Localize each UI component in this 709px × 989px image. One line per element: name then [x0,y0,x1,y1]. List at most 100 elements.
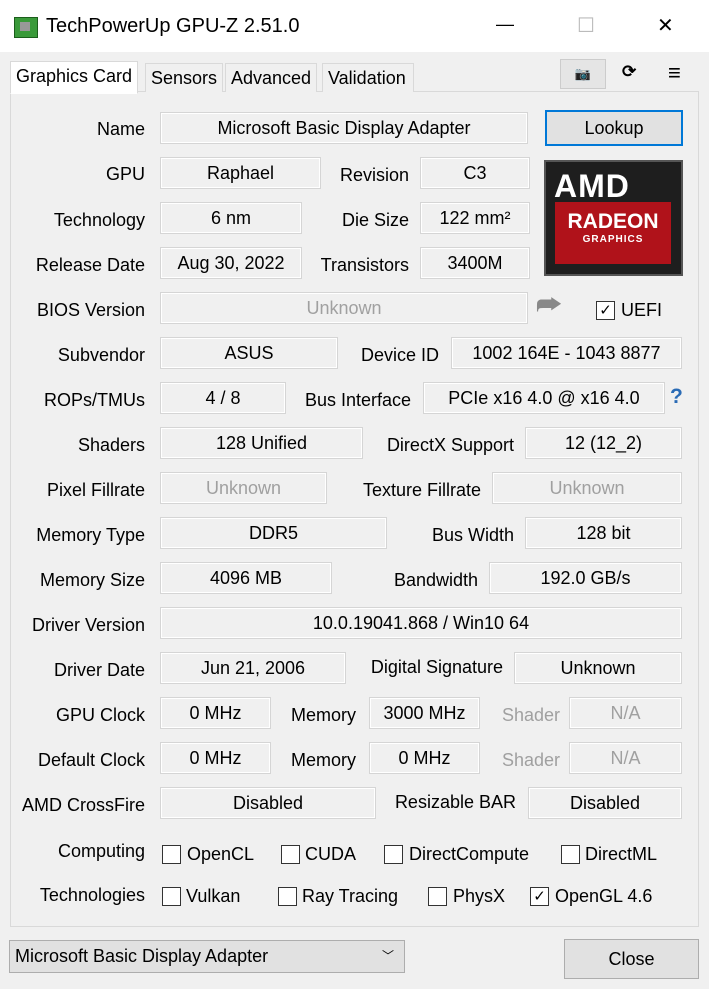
gpu-field: Raphael [160,157,321,189]
opencl-checkbox[interactable] [162,845,181,864]
opengl-checkbox[interactable]: ✓ [530,887,549,906]
directml-checkbox[interactable] [561,845,580,864]
physx-checkbox[interactable] [428,887,447,906]
device-id-field: 1002 164E - 1043 8877 [451,337,682,369]
device-select[interactable]: Microsoft Basic Display Adapter ﹀ [9,940,405,973]
crossfire-label: AMD CrossFire [21,795,145,815]
die-size-label: Die Size [341,210,409,230]
vulkan-checkbox[interactable] [162,887,181,906]
amd-radeon-logo: AMD RADEON GRAPHICS [544,160,683,276]
directx-field: 12 (12_2) [525,427,682,459]
die-size-field: 122 mm² [420,202,530,234]
bus-width-field: 128 bit [525,517,682,549]
window-title: TechPowerUp GPU-Z 2.51.0 [46,15,300,37]
digital-signature-label: Digital Signature [370,657,503,677]
tab-advanced[interactable]: Advanced [225,63,318,92]
driver-date-label: Driver Date [53,660,145,680]
name-field: Microsoft Basic Display Adapter [160,112,528,144]
transistors-label: Transistors [320,255,409,275]
app-icon [14,17,38,38]
release-date-label: Release Date [35,255,145,275]
resizable-bar-field: Disabled [528,787,682,819]
default-memory-clock-field: 0 MHz [369,742,480,774]
tab-sensors[interactable]: Sensors [145,63,224,92]
computing-label: Computing [57,841,145,861]
menu-icon[interactable]: ≡ [668,60,681,85]
driver-date-field: Jun 21, 2006 [160,652,346,684]
bios-version-field: Unknown [160,292,528,324]
device-id-label: Device ID [360,345,439,365]
cuda-checkbox[interactable] [281,845,300,864]
resizable-bar-label: Resizable BAR [394,792,516,812]
chevron-down-icon: ﹀ [381,949,394,963]
bus-width-label: Bus Width [431,525,514,545]
technology-label: Technology [53,210,145,230]
directcompute-checkbox[interactable] [384,845,403,864]
lookup-button[interactable]: Lookup [545,110,683,146]
tab-graphics-card[interactable]: Graphics Card [10,61,139,94]
gpu-shader-label: Shader [501,705,560,725]
memory-size-label: Memory Size [39,570,145,590]
ray-tracing-checkbox[interactable] [278,887,297,906]
default-shader-label: Shader [501,750,560,770]
memory-type-field: DDR5 [160,517,387,549]
bus-interface-field: PCIe x16 4.0 @ x16 4.0 [423,382,665,414]
gpu-memory-clock-field: 3000 MHz [369,697,480,729]
rops-tmus-field: 4 / 8 [160,382,286,414]
gpu-memory-label: Memory [290,705,356,725]
directx-label: DirectX Support [386,435,514,455]
uefi-checkbox[interactable]: ✓ [596,301,615,320]
screenshot-button[interactable]: 📷 [560,59,606,89]
refresh-icon[interactable]: ⟳ [622,62,637,81]
close-window-button[interactable]: ✕ [657,15,674,37]
device-select-value: Microsoft Basic Display Adapter [15,946,269,966]
minimize-button[interactable]: — [496,14,514,34]
bus-interface-help-button[interactable]: ? [670,385,683,408]
physx-label: PhysX [453,886,506,906]
bandwidth-label: Bandwidth [393,570,478,590]
pixel-fillrate-field: Unknown [160,472,327,504]
shaders-label: Shaders [77,435,145,455]
bandwidth-field: 192.0 GB/s [489,562,682,594]
bus-interface-label: Bus Interface [304,390,411,410]
technologies-label: Technologies [39,885,145,905]
maximize-button[interactable]: ☐ [577,15,595,37]
release-date-field: Aug 30, 2022 [160,247,302,279]
opengl-label: OpenGL 4.6 [555,886,653,906]
subvendor-field: ASUS [160,337,338,369]
shaders-field: 128 Unified [160,427,363,459]
name-label: Name [96,119,145,139]
default-clock-field: 0 MHz [160,742,271,774]
bios-version-label: BIOS Version [36,300,145,320]
camera-icon: 📷 [574,66,592,81]
directml-label: DirectML [585,844,658,864]
vulkan-label: Vulkan [186,886,241,906]
ray-tracing-label: Ray Tracing [302,886,399,906]
rops-tmus-label: ROPs/TMUs [44,390,145,410]
digital-signature-field: Unknown [514,652,682,684]
memory-type-label: Memory Type [36,525,145,545]
gpu-label: GPU [105,164,145,184]
revision-field: C3 [420,157,530,189]
revision-label: Revision [339,165,409,185]
texture-fillrate-field: Unknown [492,472,682,504]
transistors-field: 3400M [420,247,530,279]
close-button[interactable]: Close [564,939,699,979]
cuda-label: CUDA [305,844,357,864]
directcompute-label: DirectCompute [409,844,530,864]
default-memory-label: Memory [290,750,356,770]
driver-version-field: 10.0.19041.868 / Win10 64 [160,607,682,639]
tab-validation[interactable]: Validation [322,63,414,92]
gpu-clock-label: GPU Clock [55,705,145,725]
crossfire-field: Disabled [160,787,376,819]
default-clock-label: Default Clock [37,750,145,770]
technology-field: 6 nm [160,202,302,234]
default-shader-clock-field: N/A [569,742,682,774]
memory-size-field: 4096 MB [160,562,332,594]
opencl-label: OpenCL [187,844,255,864]
share-bios-icon[interactable]: ⮫ [536,289,563,320]
title-bar: TechPowerUp GPU-Z 2.51.0 — ☐ ✕ [0,0,709,52]
pixel-fillrate-label: Pixel Fillrate [46,480,145,500]
driver-version-label: Driver Version [31,615,145,635]
texture-fillrate-label: Texture Fillrate [362,480,481,500]
